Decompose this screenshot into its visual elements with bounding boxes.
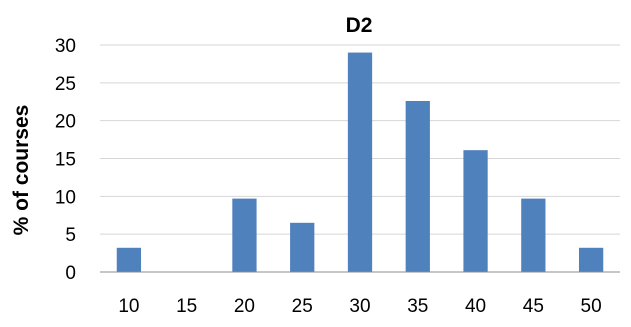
y-tick-labels: 0 5 10 15 20 25 30 (55, 36, 76, 284)
x-tick-label: 45 (523, 296, 544, 317)
bar-50 (578, 247, 604, 272)
bar-10 (116, 247, 142, 272)
x-tick-label: 30 (349, 296, 370, 317)
y-tick-label: 30 (55, 36, 76, 57)
bar-40 (463, 150, 488, 272)
y-tick-label: 10 (55, 187, 76, 208)
x-tick-label: 25 (292, 296, 313, 317)
bar-25 (290, 222, 315, 272)
x-tick-label: 20 (234, 296, 255, 317)
y-tick-label: 5 (65, 225, 76, 246)
y-tick-label: 0 (65, 263, 76, 284)
x-tick-label: 50 (581, 296, 602, 317)
x-tick-label: 15 (176, 296, 197, 317)
bars (116, 52, 604, 272)
bar-45 (521, 198, 546, 272)
x-tick-label: 10 (118, 296, 139, 317)
bar-35 (405, 100, 430, 272)
y-tick-label: 25 (55, 74, 76, 95)
y-axis-label: % of courses (10, 105, 33, 236)
x-tick-label: 40 (465, 296, 486, 317)
x-tick-label: 35 (407, 296, 428, 317)
bar-30 (347, 52, 373, 272)
y-tick-label: 15 (55, 150, 76, 171)
bar-20 (232, 198, 257, 272)
chart-title: D2 (346, 14, 373, 37)
x-tick-labels: 10 15 20 25 30 35 40 45 50 (118, 296, 601, 317)
y-tick-label: 20 (55, 112, 76, 133)
